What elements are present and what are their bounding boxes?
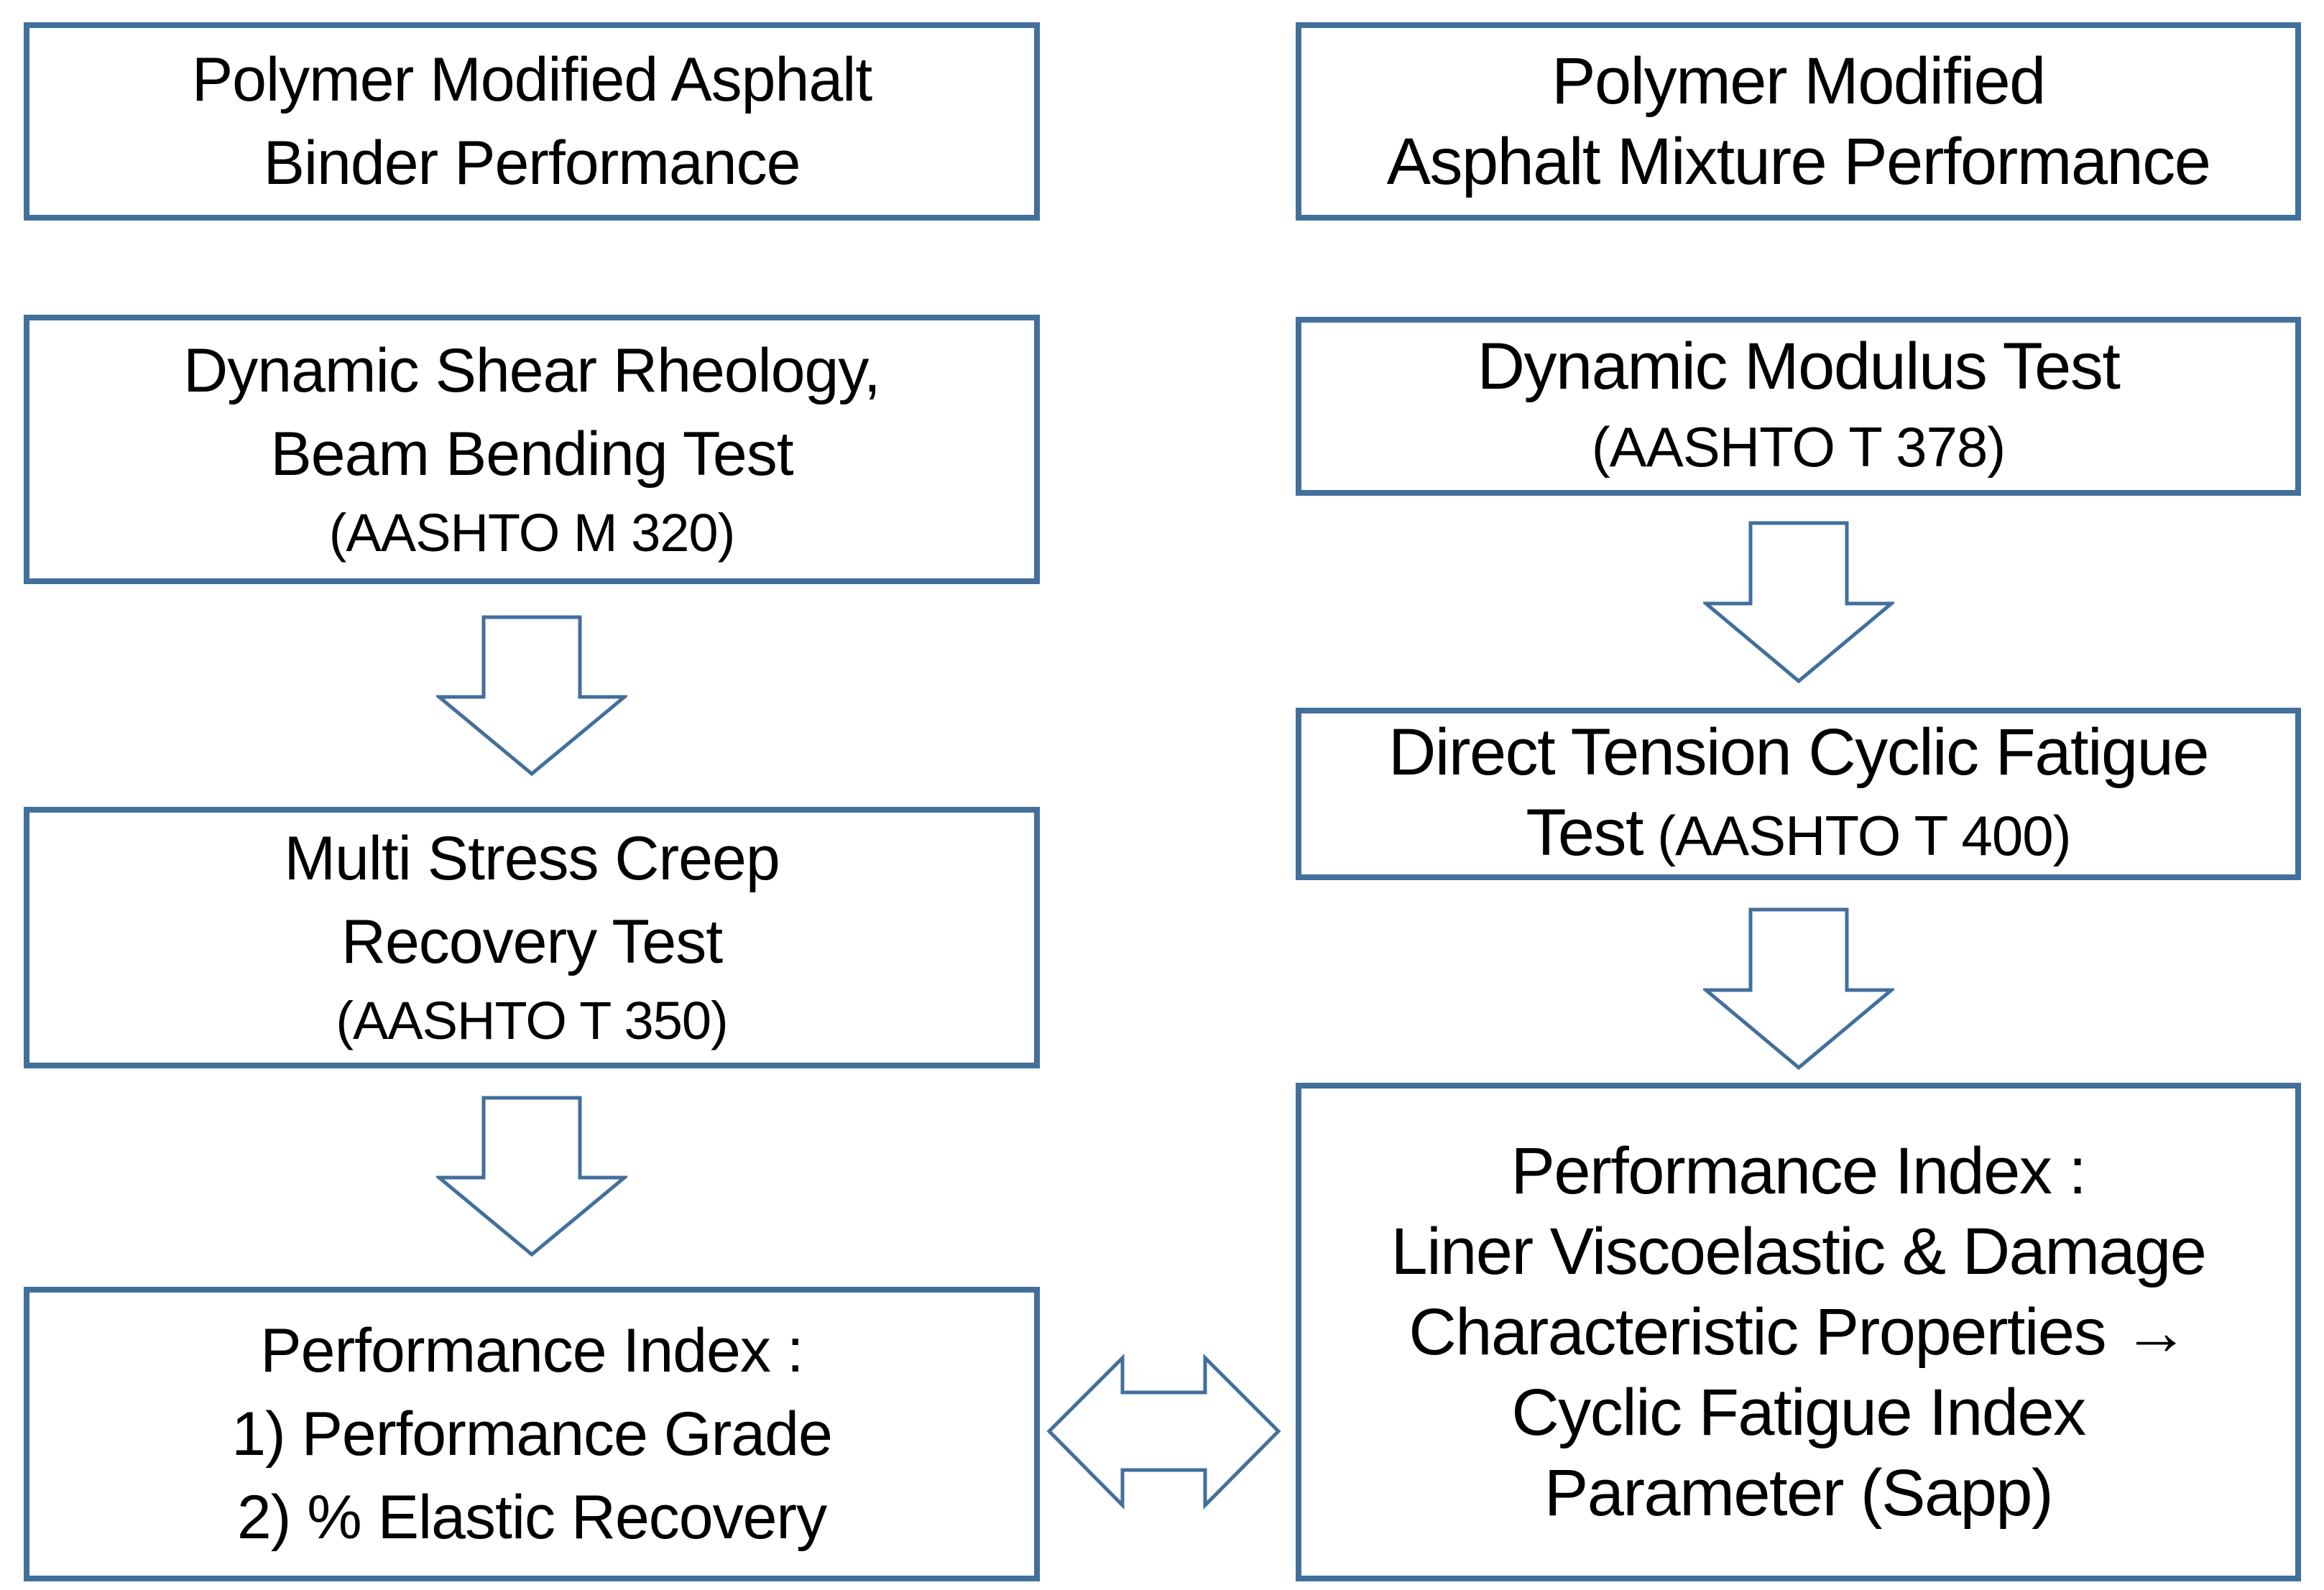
box-text-line: Beam Bending Test [270, 419, 793, 489]
box-text-line: Cyclic Fatigue Index [1511, 1376, 2086, 1449]
box-text-line: Test (AASHTO T 400) [1526, 792, 2072, 876]
box-text-line: Dynamic Shear Rheology, [183, 336, 881, 405]
box-text-line: Characteristic Properties → [1408, 1295, 2189, 1369]
box-text-line: Direct Tension Cyclic Fatigue [1388, 716, 2210, 789]
box-binder-performance-header: Polymer Modified Asphalt Binder Performa… [24, 22, 1040, 221]
box-mixture-performance-index: Performance Index : Liner Viscoelastic &… [1296, 1083, 2301, 1581]
box-cyclic-fatigue-test: Direct Tension Cyclic Fatigue Test (AASHT… [1296, 708, 2301, 880]
box-dynamic-modulus-test: Dynamic Modulus Test (AASHTO T 378) [1296, 317, 2301, 496]
box-text-line: Polymer Modified Asphalt [191, 45, 872, 114]
box-text-line: Performance Index : [260, 1316, 803, 1385]
box-dsr-bbr-test: Dynamic Shear Rheology, Beam Bending Tes… [24, 315, 1040, 584]
box-text-line: Recovery Test [341, 907, 723, 976]
standard-reference: (AASHTO T 400) [1657, 804, 2072, 867]
box-text-line: 1) Performance Grade [231, 1400, 833, 1469]
box-text-line: 2) % Elastic Recovery [236, 1483, 827, 1552]
box-text-line: Parameter (Sapp) [1544, 1456, 2054, 1530]
box-text-segment: Test [1526, 796, 1643, 869]
box-text-line: Liner Viscoelastic & Damage [1391, 1215, 2207, 1288]
left-right-arrow-icon [1046, 1354, 1281, 1510]
down-arrow-icon [1703, 521, 1894, 684]
box-text-line: Dynamic Modulus Test [1477, 329, 2121, 403]
box-text-line: Polymer Modified [1551, 45, 2046, 118]
box-text-line: Asphalt Mixture Performance [1386, 125, 2211, 198]
down-arrow-icon [436, 615, 627, 777]
box-text-line: Multi Stress Creep [284, 824, 780, 893]
standard-reference: (AASHTO M 320) [328, 502, 735, 563]
box-mscr-test: Multi Stress Creep Recovery Test (AASHTO… [24, 807, 1040, 1068]
box-mixture-performance-header: Polymer Modified Asphalt Mixture Perform… [1296, 22, 2301, 221]
box-text-line: Binder Performance [263, 129, 801, 198]
standard-reference: (AASHTO T 378) [1591, 415, 2006, 479]
down-arrow-icon [436, 1096, 627, 1257]
box-binder-performance-index: Performance Index : 1) Performance Grade… [24, 1287, 1040, 1581]
standard-reference: (AASHTO T 350) [336, 991, 728, 1050]
down-arrow-icon [1703, 907, 1894, 1071]
box-text-line: Performance Index : [1511, 1134, 2087, 1208]
